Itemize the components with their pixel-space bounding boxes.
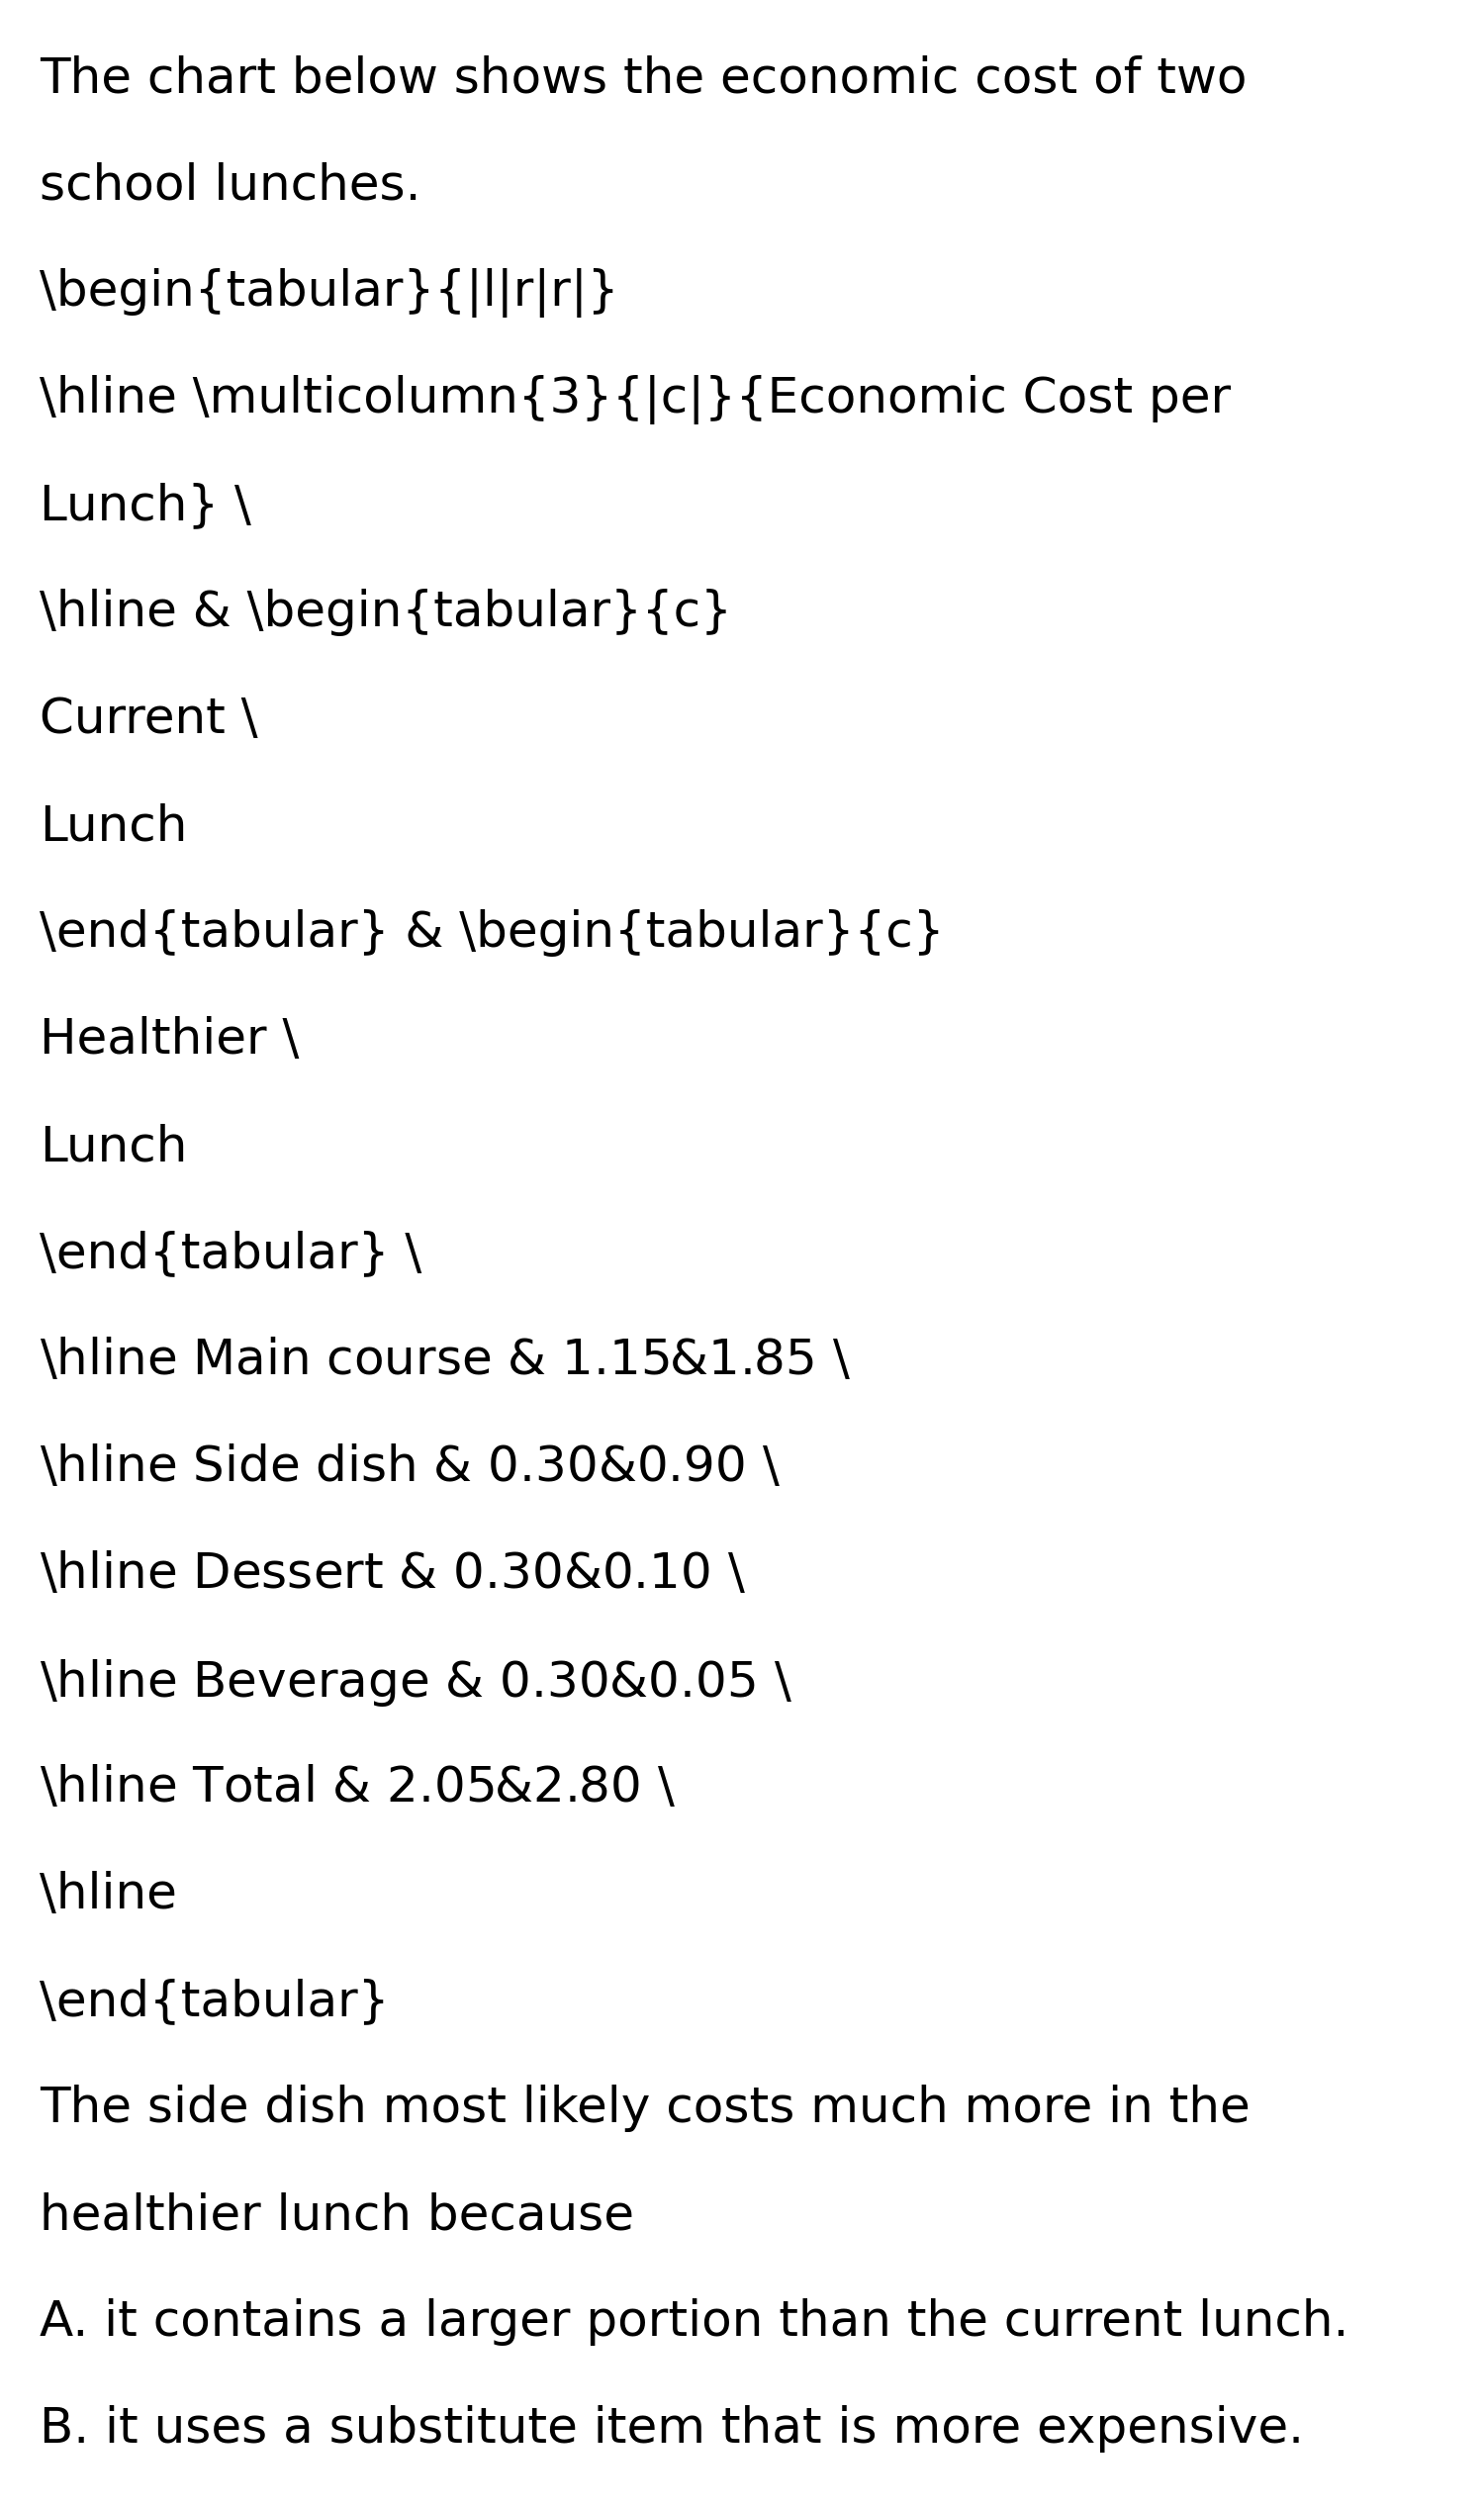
Text: B. it uses a substitute item that is more expensive.: B. it uses a substitute item that is mor… bbox=[40, 2406, 1304, 2454]
Text: Healthier \: Healthier \ bbox=[40, 1016, 300, 1064]
Text: The chart below shows the economic cost of two: The chart below shows the economic cost … bbox=[40, 55, 1247, 103]
Text: school lunches.: school lunches. bbox=[40, 161, 421, 208]
Text: \end{tabular} \: \end{tabular} \ bbox=[40, 1229, 421, 1277]
Text: \hline Dessert & $0.30 & $0.10 \: \hline Dessert & $0.30 & $0.10 \ bbox=[40, 1551, 746, 1598]
Text: \end{tabular}: \end{tabular} bbox=[40, 1977, 389, 2025]
Text: \begin{tabular}{|l|r|r|}: \begin{tabular}{|l|r|r|} bbox=[40, 268, 619, 319]
Text: A. it contains a larger portion than the current lunch.: A. it contains a larger portion than the… bbox=[40, 2298, 1349, 2346]
Text: Current \: Current \ bbox=[40, 695, 258, 743]
Text: The side dish most likely costs much more in the: The side dish most likely costs much mor… bbox=[40, 2085, 1250, 2133]
Text: \hline & \begin{tabular}{c}: \hline & \begin{tabular}{c} bbox=[40, 590, 732, 637]
Text: \hline: \hline bbox=[40, 1872, 177, 1919]
Text: \hline Beverage & $0.30 & $0.05 \: \hline Beverage & $0.30 & $0.05 \ bbox=[40, 1656, 792, 1709]
Text: healthier lunch because: healthier lunch because bbox=[40, 2190, 634, 2238]
Text: Lunch} \: Lunch} \ bbox=[40, 482, 251, 529]
Text: Lunch: Lunch bbox=[40, 803, 187, 851]
Text: \hline Side dish & $0.30 & $0.90 \: \hline Side dish & $0.30 & $0.90 \ bbox=[40, 1443, 781, 1490]
Text: \hline Total & $2.05 & $2.80 \: \hline Total & $2.05 & $2.80 \ bbox=[40, 1764, 675, 1811]
Text: Lunch: Lunch bbox=[40, 1124, 187, 1169]
Text: \end{tabular} & \begin{tabular}{c}: \end{tabular} & \begin{tabular}{c} bbox=[40, 908, 944, 956]
Text: \hline \multicolumn{3}{|c|}{Economic Cost per: \hline \multicolumn{3}{|c|}{Economic Cos… bbox=[40, 374, 1230, 424]
Text: \hline Main course & $1.15 & $1.85 \: \hline Main course & $1.15 & $1.85 \ bbox=[40, 1337, 852, 1385]
